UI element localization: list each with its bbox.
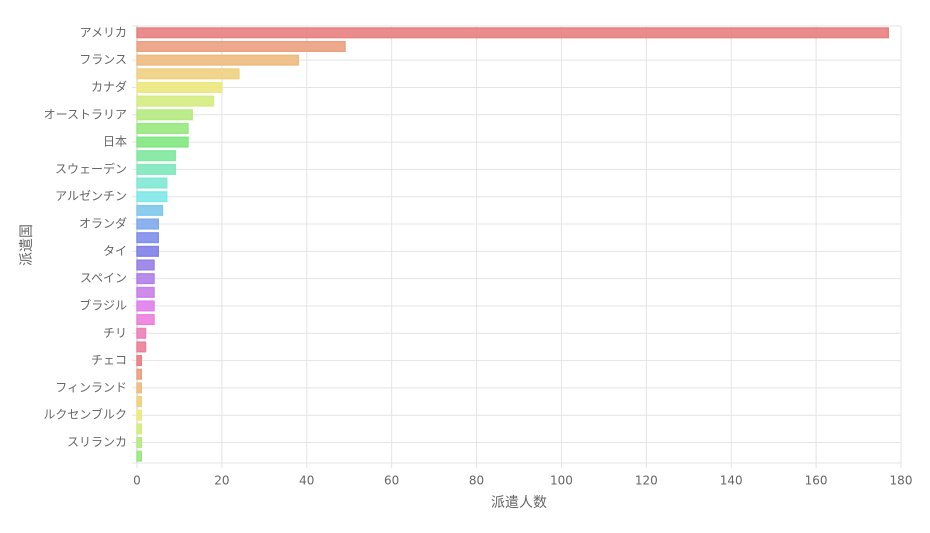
bar xyxy=(136,204,164,216)
bar xyxy=(136,436,142,449)
bar xyxy=(136,40,346,53)
y-tick-label: アルゼンチン xyxy=(55,189,127,203)
bar xyxy=(136,81,223,93)
y-tick-label: オランダ xyxy=(79,216,127,231)
y-axis-label: 派遣国 xyxy=(19,224,35,266)
bar xyxy=(136,314,155,326)
bar xyxy=(136,27,890,39)
y-tick-label: ルクセンブルク xyxy=(43,407,127,422)
bar xyxy=(136,109,193,121)
y-tick-label: オーストラリア xyxy=(44,107,127,121)
x-tick-label: 20 xyxy=(214,474,229,488)
bar xyxy=(136,341,147,353)
bar xyxy=(136,327,147,339)
bar xyxy=(136,355,142,367)
bar xyxy=(136,150,176,162)
bar xyxy=(136,177,168,189)
x-tick-label: 0 xyxy=(133,474,141,488)
y-tick-label: フランス xyxy=(79,53,127,67)
bar xyxy=(136,54,300,66)
x-tick-label: 60 xyxy=(384,474,399,488)
bar xyxy=(136,95,215,107)
bar xyxy=(136,423,142,435)
y-tick-label: アメリカ xyxy=(80,25,127,39)
y-tick-label: 日本 xyxy=(103,135,127,149)
bar xyxy=(136,396,142,408)
y-tick-label: チリ xyxy=(103,326,127,340)
bar xyxy=(136,368,142,380)
bar xyxy=(136,245,159,257)
x-tick-label: 140 xyxy=(720,474,743,488)
bar xyxy=(136,300,155,312)
bar xyxy=(136,273,155,285)
x-tick-label: 160 xyxy=(805,474,828,488)
x-tick-label: 120 xyxy=(635,474,658,488)
bar xyxy=(136,409,142,421)
x-tick-label: 100 xyxy=(550,474,573,488)
y-tick-label: スウェーデン xyxy=(55,161,127,176)
bar xyxy=(136,382,142,394)
y-tick-label: カナダ xyxy=(91,79,127,94)
bar xyxy=(136,450,142,462)
bar xyxy=(136,232,159,244)
y-tick-label: スペイン xyxy=(80,271,127,285)
y-tick-label: チェコ xyxy=(91,353,127,367)
bar xyxy=(136,218,159,230)
x-tick-label: 180 xyxy=(890,474,913,488)
y-tick-label: タイ xyxy=(103,244,127,258)
bar xyxy=(136,163,176,175)
y-tick-label: スリランカ xyxy=(67,435,127,449)
x-tick-label: 80 xyxy=(469,474,484,488)
bar xyxy=(136,68,240,80)
bar xyxy=(136,191,168,203)
bar xyxy=(136,286,155,298)
x-axis-label: 派遣人数 xyxy=(491,495,547,511)
y-tick-label: フィンランド xyxy=(55,380,127,394)
bar xyxy=(136,122,189,134)
y-tick-label: ブラジル xyxy=(79,297,127,312)
bar xyxy=(136,259,155,271)
x-tick-label: 40 xyxy=(299,474,314,488)
bar xyxy=(136,136,189,148)
